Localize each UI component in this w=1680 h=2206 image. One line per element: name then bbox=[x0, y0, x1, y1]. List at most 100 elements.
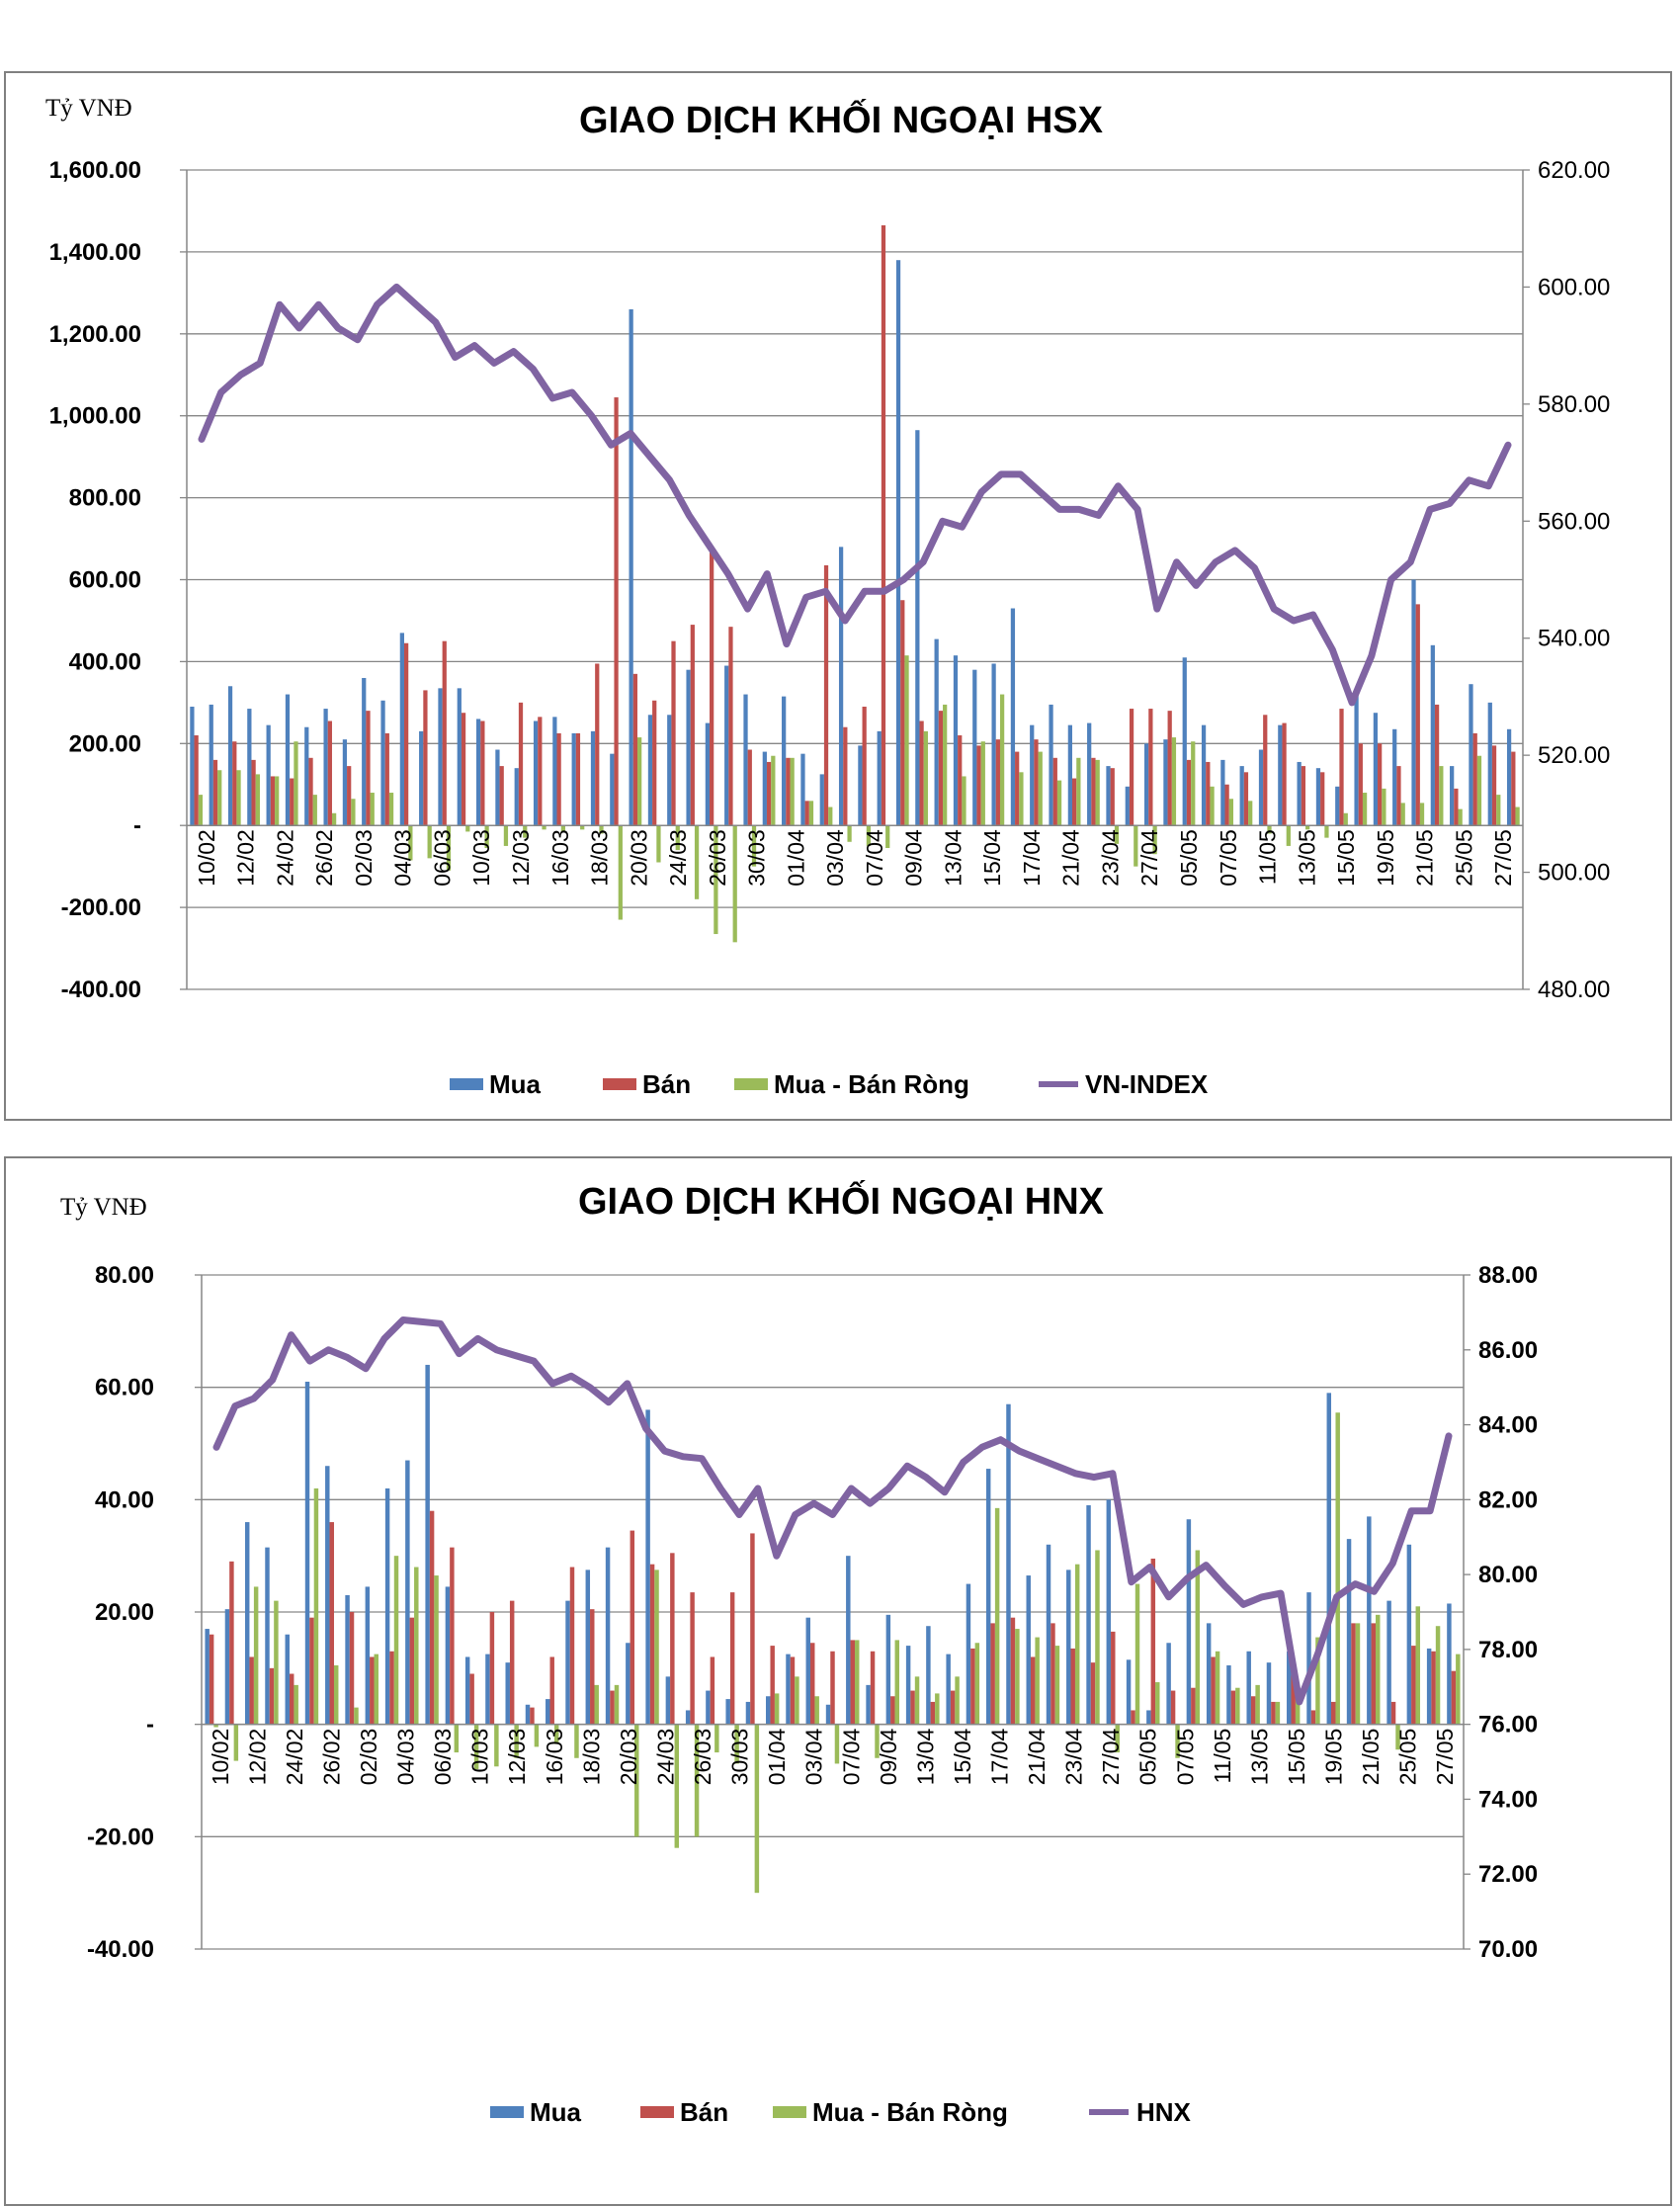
x-tick-label: 04/03 bbox=[390, 829, 416, 887]
bar-ban bbox=[1415, 604, 1420, 826]
bar-mua bbox=[585, 1570, 591, 1725]
bar-ban bbox=[347, 766, 352, 826]
bar-rong bbox=[542, 825, 546, 830]
bar-mua bbox=[800, 753, 805, 826]
bar-rong bbox=[1255, 1684, 1260, 1725]
bar-rong bbox=[599, 825, 604, 834]
bar-rong bbox=[1362, 793, 1368, 826]
bar-ban bbox=[469, 1673, 474, 1725]
bar-mua bbox=[227, 686, 233, 826]
bar-mua bbox=[782, 696, 787, 826]
left-axis-tick-label: 80.00 bbox=[95, 1262, 154, 1289]
bar-ban bbox=[1186, 759, 1192, 826]
bar-rong bbox=[294, 1684, 298, 1725]
bar-rong bbox=[1275, 1701, 1281, 1725]
bar-mua bbox=[825, 1704, 831, 1725]
bar-mua bbox=[866, 1684, 871, 1725]
bar-rong bbox=[694, 825, 700, 899]
bar-rong bbox=[1076, 757, 1081, 826]
bar-ban bbox=[990, 1623, 995, 1725]
bar-rong bbox=[1134, 1583, 1140, 1725]
bar-rong bbox=[523, 825, 528, 838]
x-tick-label: 15/05 bbox=[1333, 829, 1359, 887]
bar-ban bbox=[690, 625, 695, 826]
x-tick-label: 07/04 bbox=[862, 829, 887, 887]
bar-mua bbox=[645, 1409, 650, 1725]
bar-ban bbox=[670, 1553, 675, 1725]
bar-rong bbox=[834, 1724, 840, 1764]
x-tick-label: 05/05 bbox=[1135, 1729, 1161, 1786]
bar-rong bbox=[866, 825, 872, 846]
right-axis-tick-label: 560.00 bbox=[1538, 508, 1610, 535]
bar-ban bbox=[229, 1561, 234, 1725]
right-axis-tick-label: 88.00 bbox=[1478, 1262, 1538, 1289]
bar-rong bbox=[614, 1684, 620, 1725]
bar-ban bbox=[575, 732, 581, 826]
bar-mua bbox=[1166, 1643, 1171, 1725]
bar-rong bbox=[217, 770, 222, 826]
legend-label-ban: Bán bbox=[642, 1069, 691, 1099]
bar-ban bbox=[1111, 1631, 1116, 1725]
bar-ban bbox=[518, 702, 524, 826]
bar-rong bbox=[454, 1724, 460, 1753]
bar-ban bbox=[976, 745, 981, 826]
bar-mua bbox=[1220, 759, 1225, 826]
bar-mua bbox=[885, 1614, 891, 1725]
bar-rong bbox=[351, 799, 356, 826]
bar-ban bbox=[1396, 766, 1401, 826]
bar-mua bbox=[265, 1547, 270, 1725]
bar-rong bbox=[894, 1640, 899, 1725]
bar-rong bbox=[1335, 1412, 1340, 1725]
x-tick-label: 12/03 bbox=[504, 1729, 530, 1786]
bar-ban bbox=[212, 759, 218, 826]
legend-swatch-ban bbox=[603, 1078, 636, 1090]
bar-mua bbox=[1046, 1544, 1051, 1725]
bar-mua bbox=[1367, 1516, 1372, 1725]
bar-ban bbox=[442, 640, 447, 826]
bar-rong bbox=[370, 793, 375, 826]
right-axis-tick-label: 72.00 bbox=[1478, 1861, 1538, 1888]
legend-label-mua: Mua bbox=[489, 1069, 542, 1099]
bar-mua bbox=[1246, 1651, 1251, 1725]
bar-mua bbox=[1297, 761, 1302, 826]
x-tick-label: 27/05 bbox=[1432, 1729, 1458, 1786]
bar-rong bbox=[1305, 825, 1310, 830]
bar-ban bbox=[403, 642, 409, 826]
bar-mua bbox=[1086, 1505, 1091, 1725]
bar-mua bbox=[552, 717, 557, 826]
bar-ban bbox=[1491, 745, 1497, 826]
bar-rong bbox=[714, 1724, 719, 1753]
bar-mua bbox=[1287, 1651, 1292, 1725]
x-tick-label: 25/05 bbox=[1451, 829, 1476, 887]
right-axis-tick-label: 580.00 bbox=[1538, 391, 1610, 418]
bar-ban bbox=[747, 749, 752, 826]
left-axis-tick-label: 1,200.00 bbox=[49, 321, 141, 348]
bar-mua bbox=[1106, 1499, 1112, 1725]
bar-rong bbox=[427, 825, 432, 859]
x-tick-label: 26/02 bbox=[318, 1729, 344, 1786]
bar-rong bbox=[714, 825, 718, 935]
legend-swatch-ban bbox=[640, 2106, 674, 2118]
x-tick-label: 17/04 bbox=[1019, 829, 1045, 887]
bar-mua bbox=[1125, 786, 1130, 826]
bar-ban bbox=[862, 706, 867, 826]
bar-mua bbox=[525, 1704, 531, 1725]
right-axis-tick-label: 82.00 bbox=[1478, 1486, 1538, 1513]
bar-ban bbox=[671, 640, 676, 826]
bar-ban bbox=[329, 1522, 334, 1725]
bar-rong bbox=[1054, 1646, 1060, 1725]
bar-rong bbox=[1286, 825, 1291, 846]
right-axis-tick-label: 600.00 bbox=[1538, 274, 1610, 300]
bar-ban bbox=[450, 1547, 455, 1725]
bar-rong bbox=[923, 730, 928, 826]
bar-rong bbox=[634, 1724, 639, 1837]
x-tick-label: 13/04 bbox=[940, 829, 966, 887]
bar-mua bbox=[972, 669, 977, 826]
left-axis-tick-label: 1,600.00 bbox=[49, 157, 141, 184]
bar-rong bbox=[694, 1724, 700, 1837]
x-tick-label: 02/03 bbox=[351, 829, 377, 887]
right-axis-tick-label: 84.00 bbox=[1478, 1412, 1538, 1439]
bar-rong bbox=[1155, 1682, 1160, 1725]
bar-ban bbox=[995, 739, 1000, 826]
bar-rong bbox=[994, 1507, 1000, 1725]
